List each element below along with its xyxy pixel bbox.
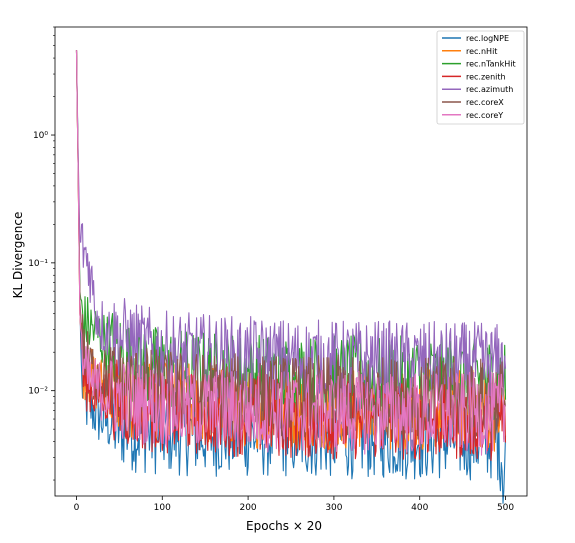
series-line-rec-azimuth [75, 50, 507, 406]
x-tick-label: 300 [325, 503, 342, 513]
legend-label: rec.nHit [466, 47, 497, 56]
y-tick-label: 10⁻² [28, 387, 48, 397]
x-tick-label: 400 [411, 503, 428, 513]
y-ticks: 10⁰ 10⁻¹ 10⁻² [28, 26, 55, 481]
series-line-rec-coreY [75, 50, 506, 456]
legend-label: rec.nTankHit [466, 60, 516, 69]
legend-label: rec.coreY [466, 111, 503, 120]
x-ticks: 0 100 200 300 400 500 [74, 496, 514, 513]
y-tick-label: 10⁻¹ [28, 259, 48, 269]
x-tick-label: 100 [154, 503, 171, 513]
y-axis-label: KL Divergence [11, 212, 25, 299]
legend-box [436, 30, 525, 125]
y-tick-label: 10⁰ [33, 131, 48, 141]
legend-label: rec.coreX [466, 98, 504, 107]
legend: rec.logNPE rec.nHit rec.nTankHit rec.zenith… [436, 30, 525, 125]
legend-label: rec.azimuth [466, 85, 513, 94]
legend-label: rec.zenith [466, 72, 506, 81]
x-tick-label: 500 [497, 503, 514, 513]
x-tick-label: 0 [74, 503, 80, 513]
x-tick-label: 200 [239, 503, 256, 513]
x-axis-label: Epochs × 20 [246, 519, 322, 533]
plot-frame [54, 26, 528, 497]
series-line-rec-coreX [75, 50, 507, 441]
series-layer [75, 50, 507, 504]
legend-label: rec.logNPE [466, 34, 509, 43]
